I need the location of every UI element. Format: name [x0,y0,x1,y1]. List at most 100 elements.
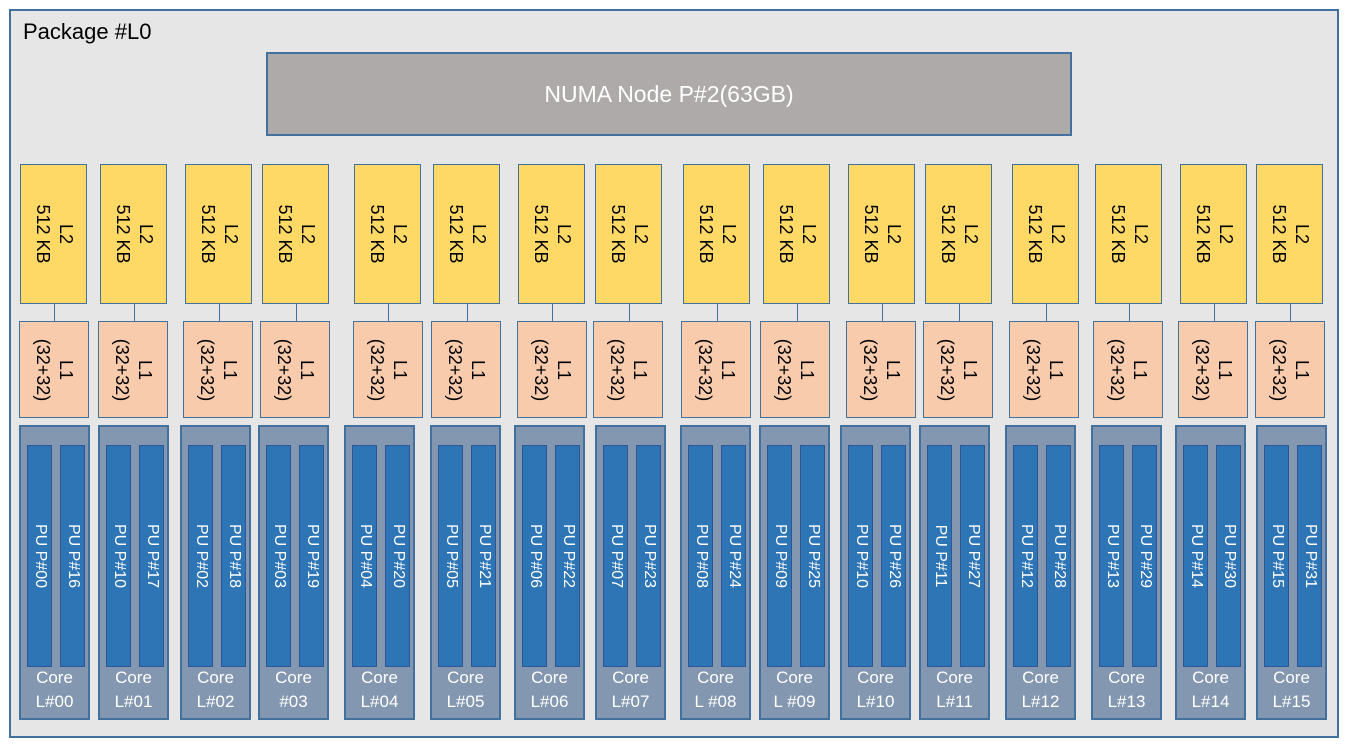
l2-cache-08: L2 512 KB [683,164,750,304]
processing-unit-label: PU P#24 [725,523,743,589]
l1-cache-15: L1 (32+32) [1255,321,1325,418]
cache-connector [296,304,297,321]
cache-connector [1046,304,1047,321]
l2-cache-label: L2 512 KB [775,204,819,264]
core-08: PU P#08 PU P#24 Core L #08 [680,425,751,720]
l1-cache-label: L1 (32+32) [274,338,317,401]
l1-cache-label: L1 (32+32) [445,338,488,401]
processing-unit: PU P#24 [721,445,746,667]
processing-unit: PU P#09 [767,445,792,667]
cache-connector [134,304,135,321]
core-label: Core L#12 [1021,668,1060,711]
l2-cache-12: L2 512 KB [1012,164,1079,304]
l2-cache-label: L2 512 KB [530,204,574,264]
l2-cache-02: L2 512 KB [185,164,252,304]
l2-cache-03: L2 512 KB [262,164,329,304]
l1-cache-label: L1 (32+32) [774,338,817,401]
l2-cache-label: L2 512 KB [1024,204,1068,264]
l1-cache-label: L1 (32+32) [937,338,980,401]
processing-unit-label: PU P#26 [885,523,903,589]
core-label: Core L#07 [611,668,650,711]
processing-unit: PU P#22 [555,445,580,667]
core-label: Core L#05 [446,668,485,711]
core-label: Core L#11 [936,668,973,711]
l1-cache-01: L1 (32+32) [98,321,168,418]
l1-cache-03: L1 (32+32) [260,321,330,418]
l1-cache-09: L1 (32+32) [760,321,830,418]
core-14: PU P#14 PU P#30 Core L#14 [1175,425,1246,720]
processing-unit-label: PU P#18 [225,523,243,589]
l1-cache-label: L1 (32+32) [1023,338,1066,401]
core-12: PU P#12 PU P#28 Core L#12 [1005,425,1076,720]
l1-cache-14: L1 (32+32) [1178,321,1248,418]
cache-connector [882,304,883,321]
processing-unit: PU P#23 [636,445,661,667]
l2-cache-05: L2 512 KB [433,164,500,304]
processing-unit-label: PU P#31 [1301,523,1319,589]
processing-unit-label: PU P#27 [964,523,982,589]
cache-connector [1214,304,1215,321]
core-label: Core L#14 [1191,668,1230,711]
processing-unit-label: PU P#21 [475,523,493,589]
processing-unit-label: PU P#22 [559,523,577,589]
processing-unit: PU P#10 [848,445,873,667]
l1-cache-label: L1 (32+32) [607,338,650,401]
core-label: Core L#15 [1272,668,1311,711]
cache-connector [467,304,468,321]
core-06: PU P#06 PU P#22 Core L#06 [514,425,585,720]
processing-unit: PU P#29 [1132,445,1157,667]
processing-unit-label: PU P#04 [356,523,374,589]
processing-unit: PU P#16 [60,445,85,667]
core-label: Core L#06 [530,668,569,711]
core-04: PU P#04 PU P#20 Core L#04 [344,425,415,720]
cache-connector [1129,304,1130,321]
l2-cache-label: L2 512 KB [197,204,241,264]
processing-unit: PU P#00 [27,445,52,667]
processing-unit: PU P#02 [188,445,213,667]
processing-unit: PU P#18 [221,445,246,667]
processing-unit-label: PU P#19 [303,523,321,589]
l2-cache-11: L2 512 KB [925,164,992,304]
core-07: PU P#07 PU P#23 Core L#07 [595,425,666,720]
l1-cache-label: L1 (32+32) [531,338,574,401]
core-label: Core L#02 [196,668,235,711]
processing-unit-label: PU P#12 [1017,523,1035,589]
processing-unit-label: PU P#08 [692,523,710,589]
l2-cache-label: L2 512 KB [695,204,739,264]
cache-connector [552,304,553,321]
l1-cache-label: L1 (32+32) [1269,338,1312,401]
processing-unit: PU P#25 [800,445,825,667]
l1-cache-label: L1 (32+32) [695,338,738,401]
l2-cache-label: L2 512 KB [860,204,904,264]
l2-cache-label: L2 512 KB [1107,204,1151,264]
processing-unit-label: PU P#00 [31,523,49,589]
l2-cache-04: L2 512 KB [354,164,421,304]
processing-unit: PU P#20 [385,445,410,667]
processing-unit: PU P#15 [1264,445,1289,667]
l1-cache-label: L1 (32+32) [1107,338,1150,401]
l2-cache-07: L2 512 KB [595,164,662,304]
processing-unit: PU P#14 [1183,445,1208,667]
core-11: PU P#11 PU P#27 Core L#11 [919,425,990,720]
processing-unit: PU P#08 [688,445,713,667]
processing-unit-label: PU P#10 [110,523,128,589]
l1-cache-12: L1 (32+32) [1009,321,1079,418]
l1-cache-05: L1 (32+32) [431,321,501,418]
processing-unit: PU P#27 [960,445,985,667]
l2-cache-06: L2 512 KB [518,164,585,304]
processing-unit-label: PU P#13 [1103,523,1121,589]
l2-cache-13: L2 512 KB [1095,164,1162,304]
cache-connector [959,304,960,321]
core-01: PU P#10 PU P#17 Core L#01 [98,425,169,720]
processing-unit: PU P#10 [106,445,131,667]
core-label: Core L #08 [694,668,737,711]
l2-cache-09: L2 512 KB [763,164,830,304]
processing-unit: PU P#06 [522,445,547,667]
l1-cache-label: L1 (32+32) [367,338,410,401]
processing-unit-label: PU P#05 [442,523,460,589]
processing-unit: PU P#28 [1046,445,1071,667]
processing-unit: PU P#30 [1216,445,1241,667]
l1-cache-11: L1 (32+32) [923,321,993,418]
l1-cache-label: L1 (32+32) [33,338,76,401]
